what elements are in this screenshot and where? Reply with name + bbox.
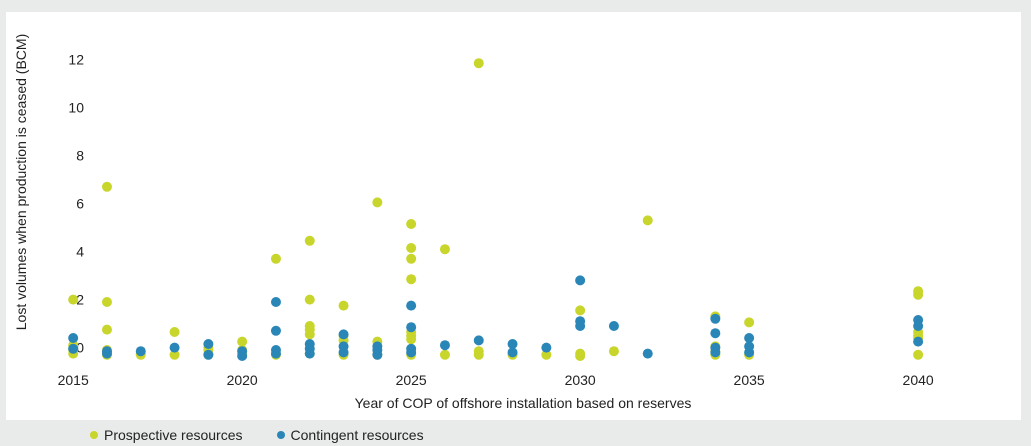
data-point [642,215,653,226]
x-tick-label: 2015 [58,372,89,388]
data-points [68,58,924,361]
data-point [304,329,315,340]
x-tick-label: 2035 [734,372,765,388]
data-point [575,305,586,316]
legend-label-contingent: Contingent resources [290,427,424,443]
data-point [203,339,214,349]
data-point [575,321,586,331]
y-tick-labels: 0 2 4 6 8 10 12 [68,52,84,356]
legend-marker-contingent [276,431,285,439]
data-point [473,335,484,346]
plot-panel: 0 2 4 6 8 10 12 2015 2020 2025 2030 2035 2040 Lost … [6,12,1021,420]
y-tick-label: 12 [68,52,84,68]
data-point [744,317,755,328]
data-point [913,289,924,300]
series-contingent [68,275,924,361]
data-point [439,349,450,360]
y-tick-label: 2 [76,292,84,308]
x-tick-label: 2025 [396,372,427,388]
legend-item-contingent: Contingent resources [276,427,424,443]
data-point [101,181,112,192]
x-tick-label: 2040 [903,372,934,388]
data-point [237,351,248,361]
data-point [68,343,79,354]
data-point [169,327,180,337]
legend-marker-prospective [90,431,98,439]
data-point [913,349,924,360]
data-point [169,349,180,360]
series-prospective [68,58,924,361]
data-point [338,300,349,311]
data-point [507,347,518,358]
data-point [710,313,721,324]
data-point [406,334,417,345]
y-tick-label: 6 [76,196,84,212]
x-axis-title: Year of COP of offshore installation bas… [355,395,692,411]
x-tick-labels: 2015 2020 2025 2030 2035 2040 [58,372,934,388]
data-point [338,329,349,340]
y-tick-label: 8 [76,148,84,164]
x-tick-label: 2030 [565,372,596,388]
data-point [101,324,112,335]
data-point [101,348,112,359]
legend-label-prospective: Prospective resources [104,427,243,443]
data-point [439,340,450,351]
data-point [203,349,214,360]
data-point [744,347,755,358]
data-point [270,348,281,359]
data-point [642,348,653,359]
data-point [270,253,281,264]
y-tick-label: 0 [76,340,84,356]
data-point [270,297,281,307]
data-point [406,322,417,333]
data-point [439,244,450,255]
data-point [304,294,315,305]
data-point [338,347,349,358]
data-point [169,342,180,353]
data-point [541,342,552,353]
data-point [406,243,417,253]
data-point [608,321,619,331]
data-point [710,347,721,358]
data-point [372,197,383,208]
legend-item-prospective: Prospective resources [90,427,243,443]
legend: Prospective resources Contingent resourc… [90,427,458,443]
data-point [473,349,484,360]
data-point [608,346,619,357]
data-point [406,219,417,229]
data-point [913,336,924,347]
data-point [68,294,79,305]
x-tick-label: 2020 [227,372,258,388]
data-point [473,58,484,69]
data-point [575,275,586,286]
data-point [270,325,281,336]
data-point [237,336,248,347]
data-point [135,346,146,357]
y-axis-title: Lost volumes when production is ceased (… [13,34,29,330]
data-point [406,274,417,285]
data-point [541,349,552,360]
data-point [68,333,79,343]
data-point [710,328,721,339]
data-point [101,297,112,307]
data-point [406,253,417,264]
data-point [406,300,417,311]
data-point [406,347,417,358]
data-point [372,349,383,360]
y-tick-label: 4 [76,244,84,260]
data-point [744,333,755,343]
data-point [304,348,315,359]
data-point [507,339,518,349]
data-point [913,321,924,331]
scatter-chart: 0 2 4 6 8 10 12 2015 2020 2025 2030 2035 2040 Lost … [13,34,934,411]
data-point [575,351,586,361]
data-point [304,235,315,246]
y-tick-label: 10 [68,100,84,116]
